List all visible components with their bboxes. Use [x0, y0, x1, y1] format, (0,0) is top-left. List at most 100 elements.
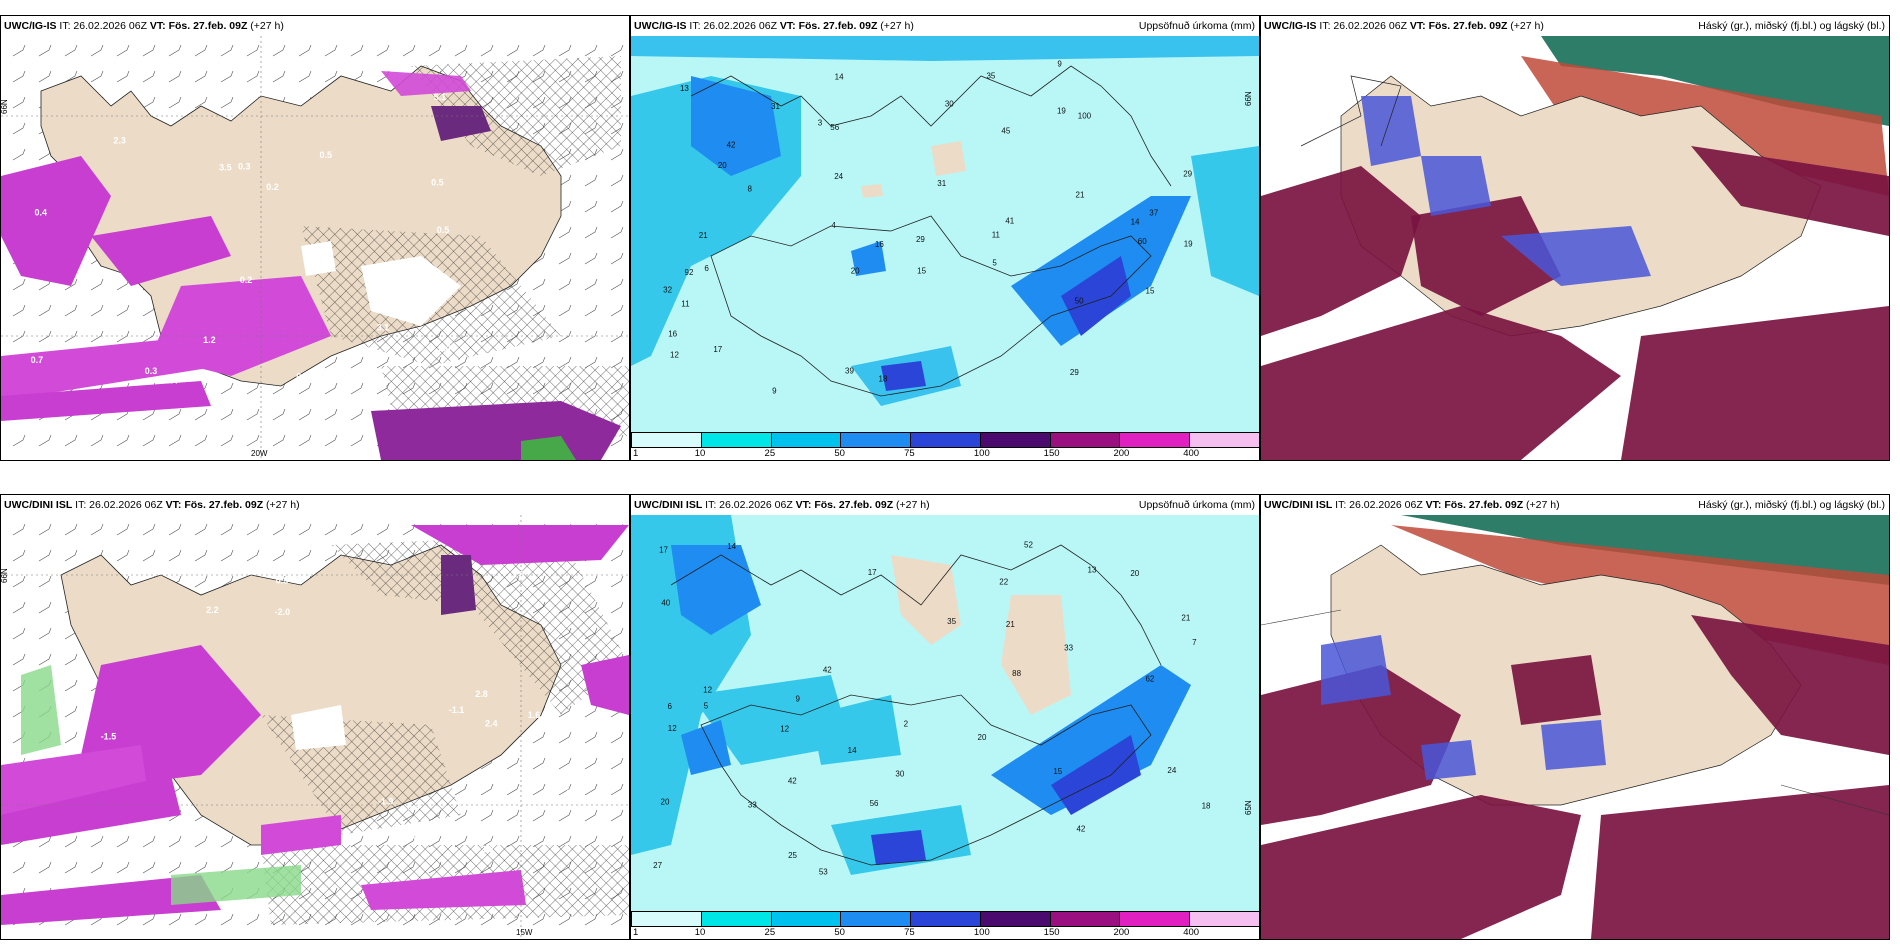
precip-value: 25 — [788, 851, 797, 860]
wind-barb — [246, 434, 260, 447]
colorbar-swatch — [840, 432, 912, 448]
wind-barb — [532, 809, 546, 822]
colorbar-swatch — [1049, 911, 1121, 927]
wind-barb — [610, 174, 624, 187]
temperature-value: 0.3 — [276, 576, 289, 586]
precip-value: 12 — [703, 686, 712, 695]
wind-barb — [584, 226, 598, 239]
colorbar-label: 10 — [694, 448, 706, 459]
wind-barb — [584, 252, 598, 265]
wind-barb — [558, 731, 572, 744]
wind-barb — [220, 575, 234, 588]
temperature-value: 1.3 — [411, 830, 424, 840]
temp-band — [1, 775, 181, 845]
wind-barb — [38, 653, 52, 666]
precip-value: 35 — [986, 72, 995, 81]
low-cloud — [1261, 166, 1421, 336]
wind-barb — [38, 44, 52, 57]
wind-barb — [220, 382, 234, 395]
wind-barb — [298, 70, 312, 83]
wind-barb — [38, 835, 52, 848]
valid-label: VT: — [1409, 20, 1426, 32]
wind-barb — [272, 44, 286, 57]
precip-value: 40 — [661, 598, 670, 607]
wind-barb — [480, 809, 494, 822]
lat-label: 66N — [1, 99, 9, 114]
colorbar-swatch — [910, 432, 981, 448]
mid-cloud — [1361, 96, 1421, 166]
wind-barb — [376, 356, 390, 369]
wind-barb — [610, 304, 624, 317]
wind-barb — [64, 653, 78, 666]
wind-barb — [558, 757, 572, 770]
temperature-value: -1.5 — [101, 731, 117, 741]
wind-barb — [584, 809, 598, 822]
init-time: IT: 26.02.2026 06Z — [59, 20, 147, 32]
wind-barb — [116, 70, 130, 83]
wind-barb — [220, 835, 234, 848]
panel-header: UWC/IG-IS IT: 26.02.2026 06Z VT: Fös. 27… — [1, 16, 629, 36]
precip-value: 37 — [1149, 208, 1158, 217]
lat-label: 66N — [1244, 91, 1253, 106]
wind-barb — [64, 705, 78, 718]
precip-value: 17 — [868, 568, 877, 577]
wind-barb — [558, 174, 572, 187]
panel-temp-top: UWC/IG-IS IT: 26.02.2026 06Z VT: Fös. 27… — [0, 15, 630, 461]
panel-header: UWC/DINI ISL IT: 26.02.2026 06Z VT: Fös.… — [1, 495, 629, 515]
wind-barb — [350, 356, 364, 369]
colorbar-label: 150 — [1043, 927, 1060, 938]
precip-value: 53 — [819, 868, 828, 877]
wind-barb — [142, 44, 156, 57]
temperature-value: 1.6 — [528, 710, 541, 720]
region-border — [1261, 609, 1342, 626]
precip-value: 14 — [835, 72, 844, 81]
valid-label: VT: — [149, 20, 166, 32]
valid-time: Fös. 27.feb. 09Z — [1428, 20, 1508, 32]
precip-value: 39 — [845, 367, 854, 376]
wind-barb — [298, 408, 312, 421]
wind-barb — [610, 783, 624, 796]
temperature-value: 1.0 — [382, 289, 395, 299]
land-dry — [931, 141, 966, 176]
wind-barb — [168, 408, 182, 421]
valid-time: Fös. 27.feb. 09Z — [798, 20, 878, 32]
wind-barb — [324, 356, 338, 369]
wind-barb — [272, 523, 286, 536]
wind-barb — [64, 278, 78, 291]
wind-barb — [90, 304, 104, 317]
temp-band — [1, 156, 111, 286]
wind-barb — [64, 44, 78, 57]
wind-barb — [168, 913, 182, 926]
wind-barb — [12, 861, 26, 874]
colorbar-label: 1 — [633, 448, 639, 459]
colorbar-label: 50 — [834, 927, 845, 938]
wind-barb — [220, 434, 234, 447]
wind-barb — [610, 278, 624, 291]
wind-barb — [324, 523, 338, 536]
wind-barb — [64, 330, 78, 343]
precip-value: 27 — [653, 861, 662, 870]
wind-barb — [610, 200, 624, 213]
temperature-value: 2.4 — [485, 719, 498, 729]
wind-barb — [584, 200, 598, 213]
wind-barb — [194, 523, 208, 536]
wind-barb — [246, 44, 260, 57]
wind-barb — [558, 252, 572, 265]
wind-barb — [194, 861, 208, 874]
wind-barb — [480, 783, 494, 796]
wind-barb — [90, 523, 104, 536]
temp-band — [261, 815, 341, 855]
model-name: UWC/DINI ISL — [1264, 499, 1333, 511]
wind-barb — [90, 278, 104, 291]
wind-barb — [194, 575, 208, 588]
precip-field — [991, 665, 1191, 815]
mid-cloud — [1501, 226, 1651, 286]
wind-barb — [38, 549, 52, 562]
precip-value: 18 — [879, 375, 888, 384]
panel-header: UWC/DINI ISL IT: 26.02.2026 06Z VT: Fös.… — [1261, 495, 1889, 515]
temperature-value: 2.3 — [113, 135, 126, 145]
precip-value: 13 — [680, 84, 689, 93]
wind-barb — [532, 783, 546, 796]
init-time: IT: 26.02.2026 06Z — [1319, 20, 1407, 32]
precip-value: 7 — [1192, 638, 1197, 647]
